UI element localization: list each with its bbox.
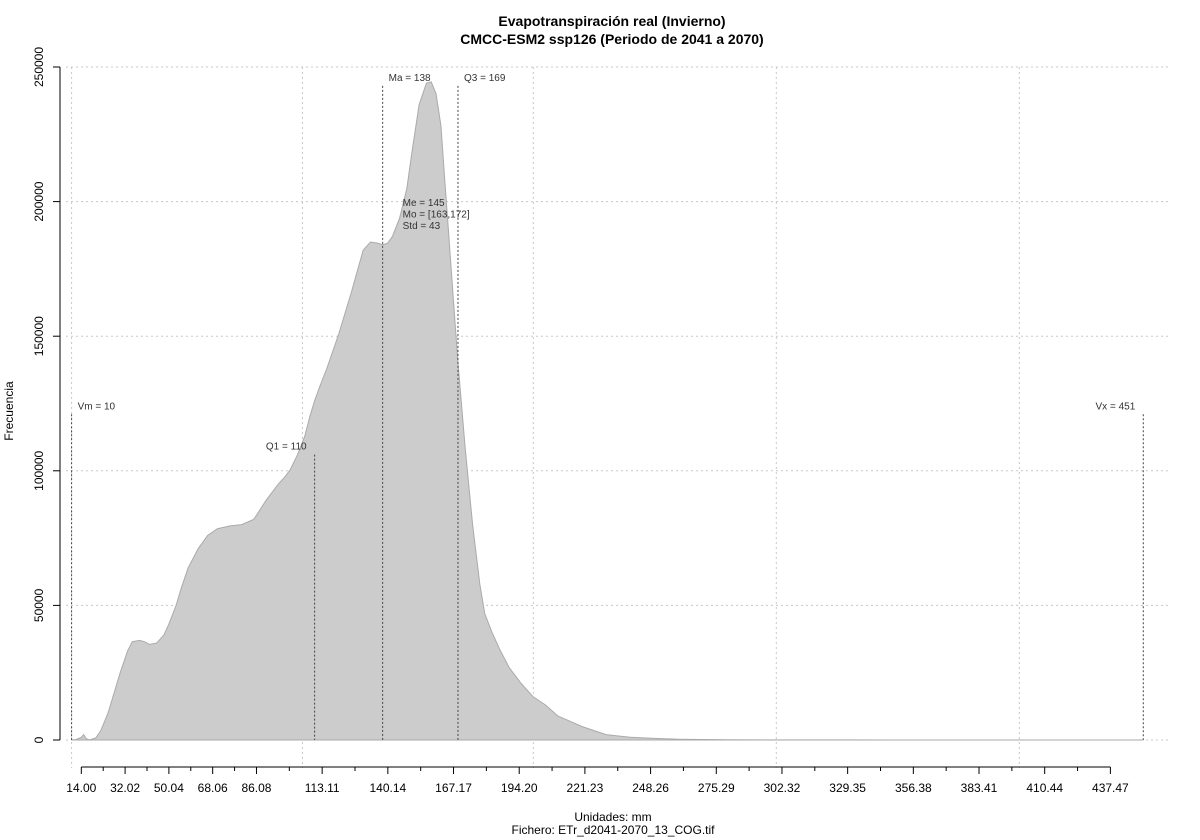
x-tick-label: 194.20 <box>501 781 538 795</box>
x-tick-label: 383.41 <box>961 781 998 795</box>
x-tick-label: 329.35 <box>829 781 866 795</box>
chart-title: Evapotranspiración real (Invierno) <box>498 13 725 29</box>
stat-label: Q3 = 169 <box>464 73 506 84</box>
y-tick-label: 250000 <box>32 47 46 87</box>
x-tick-label: 302.32 <box>764 781 801 795</box>
density-area <box>71 81 1144 741</box>
stats-box-line: Me = 145 <box>403 198 445 209</box>
x-tick-label: 356.38 <box>895 781 932 795</box>
file-caption: Fichero: ETr_d2041-2070_13_COG.tif <box>512 823 716 837</box>
x-tick-label: 140.14 <box>369 781 406 795</box>
x-tick-label: 86.08 <box>241 781 271 795</box>
stat-label: Vx = 451 <box>1096 401 1136 412</box>
statistic-markers: Vm = 10 Q1 = 110 Ma = 138 Q3 = 169 Vx = 451 M… <box>71 73 1144 740</box>
y-tick-label: 200000 <box>32 181 46 221</box>
stats-box-line: Mo = [163,172] <box>403 210 470 221</box>
x-tick-label: 14.00 <box>66 781 96 795</box>
stats-box-line: Std = 43 <box>403 221 441 232</box>
axes: 0 50000 100000 150000 200000 250000 14.00 32.02… <box>32 47 1129 795</box>
x-tick-label: 113.11 <box>305 781 340 795</box>
x-tick-label: 437.47 <box>1092 781 1129 795</box>
x-axis-label: Unidades: mm <box>574 810 651 824</box>
y-axis-label: Frecuencia <box>2 381 16 441</box>
x-tick-label: 275.29 <box>698 781 735 795</box>
x-tick-label: 68.06 <box>198 781 228 795</box>
y-tick-label: 100000 <box>32 450 46 490</box>
y-tick-label: 150000 <box>32 316 46 356</box>
x-tick-label: 167.17 <box>435 781 472 795</box>
stat-label: Ma = 138 <box>389 73 431 84</box>
y-tick-label: 50000 <box>32 588 46 622</box>
y-tick-label: 0 <box>32 736 46 743</box>
chart-subtitle: CMCC-ESM2 ssp126 (Periodo de 2041 a 2070… <box>460 31 763 47</box>
grid-lines <box>66 66 1170 768</box>
stat-label: Q1 = 110 <box>266 442 307 453</box>
stat-label: Vm = 10 <box>78 401 116 412</box>
x-tick-label: 248.26 <box>632 781 669 795</box>
x-tick-label: 50.04 <box>154 781 184 795</box>
x-tick-label: 221.23 <box>567 781 604 795</box>
x-tick-label: 410.44 <box>1026 781 1063 795</box>
x-tick-label: 32.02 <box>110 781 140 795</box>
